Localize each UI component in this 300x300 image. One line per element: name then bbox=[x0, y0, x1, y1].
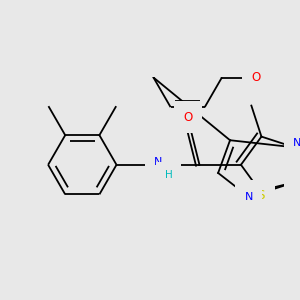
Text: N: N bbox=[244, 192, 253, 203]
Text: O: O bbox=[183, 111, 192, 124]
Text: N: N bbox=[293, 138, 300, 148]
Text: S: S bbox=[258, 189, 265, 203]
Text: O: O bbox=[251, 71, 260, 84]
Text: H: H bbox=[165, 170, 172, 181]
Text: N: N bbox=[154, 157, 162, 167]
